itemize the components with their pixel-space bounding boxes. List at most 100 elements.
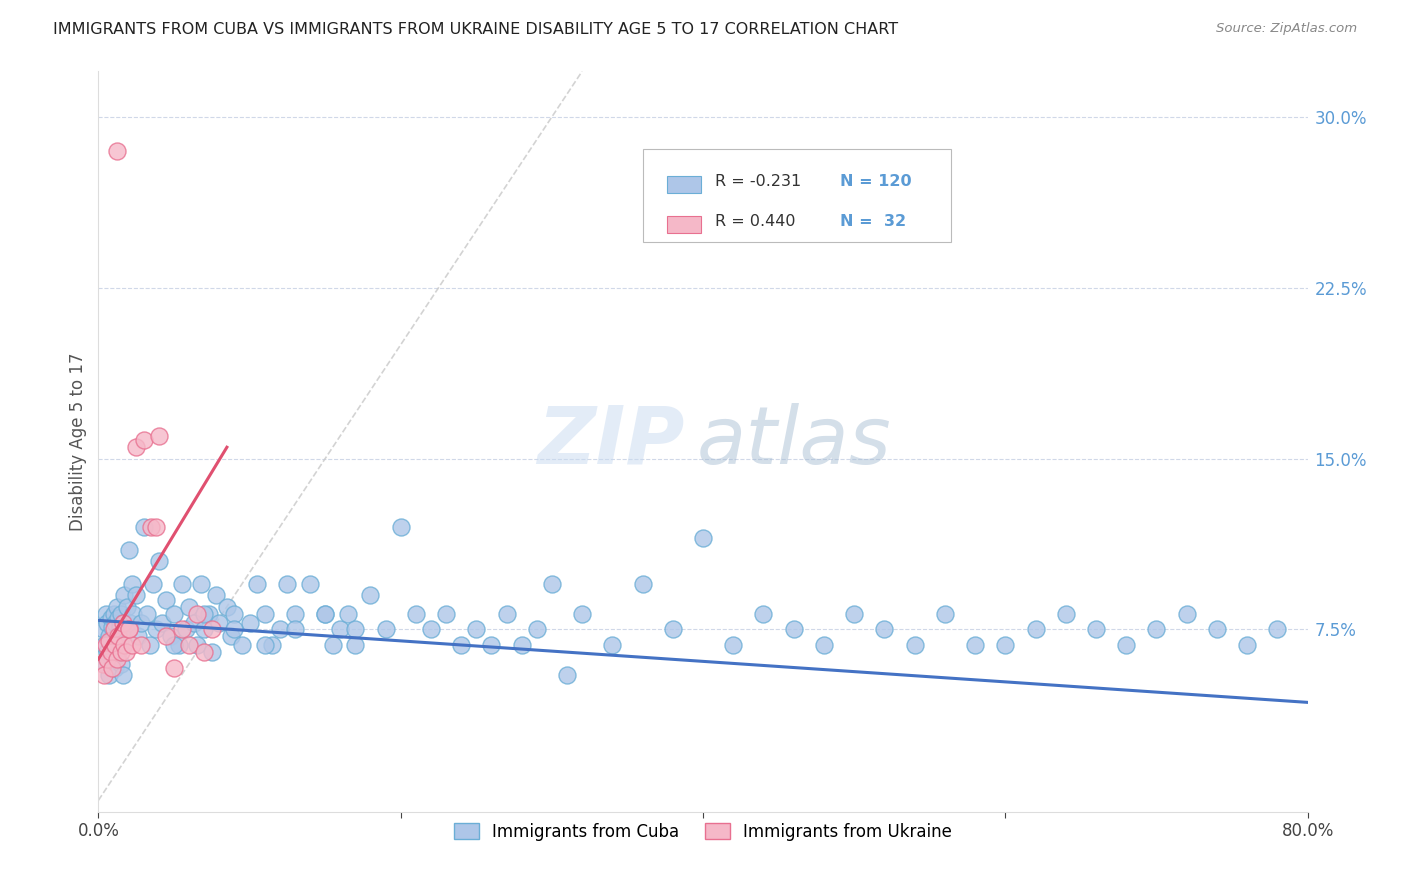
Point [344,639,367,653]
Text: R = -0.231: R = -0.231 [716,174,801,189]
Point [101,652,124,666]
Point [186,607,208,621]
Point [336,607,359,621]
Point [1206,623,1229,637]
Point [1115,639,1137,653]
Point [1144,623,1167,637]
Point [465,623,488,637]
Point [374,623,396,637]
Point [405,607,427,621]
Point [125,588,148,602]
Point [205,588,228,602]
Point [510,639,533,653]
Point [844,607,866,621]
Point [481,639,503,653]
Point [329,623,352,637]
Point [160,629,183,643]
Point [148,429,170,443]
Point [193,607,215,621]
Point [170,577,193,591]
Point [813,639,835,653]
Point [1267,623,1289,637]
Point [139,639,162,653]
Point [661,623,683,637]
Point [215,599,238,614]
Point [111,668,134,682]
Point [540,577,562,591]
Point [239,615,262,630]
Point [132,434,155,448]
Point [129,639,152,653]
Point [155,629,177,643]
Point [94,657,117,671]
Point [322,639,344,653]
Point [114,645,136,659]
Point [118,623,141,637]
Point [179,599,201,614]
Point [155,592,177,607]
Point [110,645,132,659]
Point [163,607,186,621]
Text: atlas: atlas [697,402,891,481]
Legend: Immigrants from Cuba, Immigrants from Ukraine: Immigrants from Cuba, Immigrants from Uk… [447,816,959,847]
Point [132,520,155,534]
Y-axis label: Disability Age 5 to 17: Disability Age 5 to 17 [69,352,87,531]
Point [110,607,132,621]
Point [142,577,165,591]
Point [104,615,127,630]
Point [96,615,118,630]
Point [904,639,927,653]
Point [224,607,246,621]
FancyBboxPatch shape [666,216,700,234]
Point [201,623,224,637]
Point [873,623,896,637]
Point [118,542,141,557]
Point [193,623,215,637]
Point [934,607,956,621]
Point [127,629,149,643]
Point [104,661,127,675]
Point [208,615,231,630]
Point [121,577,143,591]
Point [284,623,307,637]
Point [783,623,806,637]
Point [111,615,134,630]
Point [111,615,134,630]
Point [193,645,215,659]
Point [103,639,125,653]
FancyBboxPatch shape [666,176,700,194]
Point [101,661,124,675]
Point [1024,623,1046,637]
Point [253,607,276,621]
Point [167,639,190,653]
Point [104,639,127,653]
Text: ZIP: ZIP [537,402,685,481]
Point [135,607,157,621]
Point [314,607,336,621]
Point [122,607,145,621]
Point [571,607,593,621]
Point [93,639,115,653]
Point [96,645,118,659]
Point [1054,607,1077,621]
Point [450,639,472,653]
Point [100,611,122,625]
Point [118,623,141,637]
Point [148,554,170,568]
Point [163,661,186,675]
Point [420,623,443,637]
Point [103,607,125,621]
Point [246,577,269,591]
Point [115,599,138,614]
Point [107,629,129,643]
Text: N =  32: N = 32 [839,214,905,229]
Point [107,611,129,625]
Point [100,645,122,659]
Point [526,623,548,637]
Point [120,615,142,630]
Point [108,633,131,648]
Point [145,520,167,534]
Point [602,639,624,653]
Point [125,440,148,454]
Point [179,639,201,653]
